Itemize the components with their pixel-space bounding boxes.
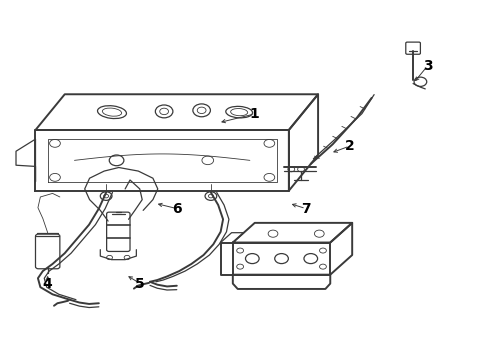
Text: 5: 5 — [135, 276, 145, 291]
Text: 3: 3 — [423, 59, 433, 73]
Text: 1: 1 — [250, 107, 260, 121]
Text: 7: 7 — [301, 202, 311, 216]
Text: 2: 2 — [345, 139, 355, 153]
Text: 4: 4 — [43, 276, 52, 291]
Text: 6: 6 — [172, 202, 182, 216]
